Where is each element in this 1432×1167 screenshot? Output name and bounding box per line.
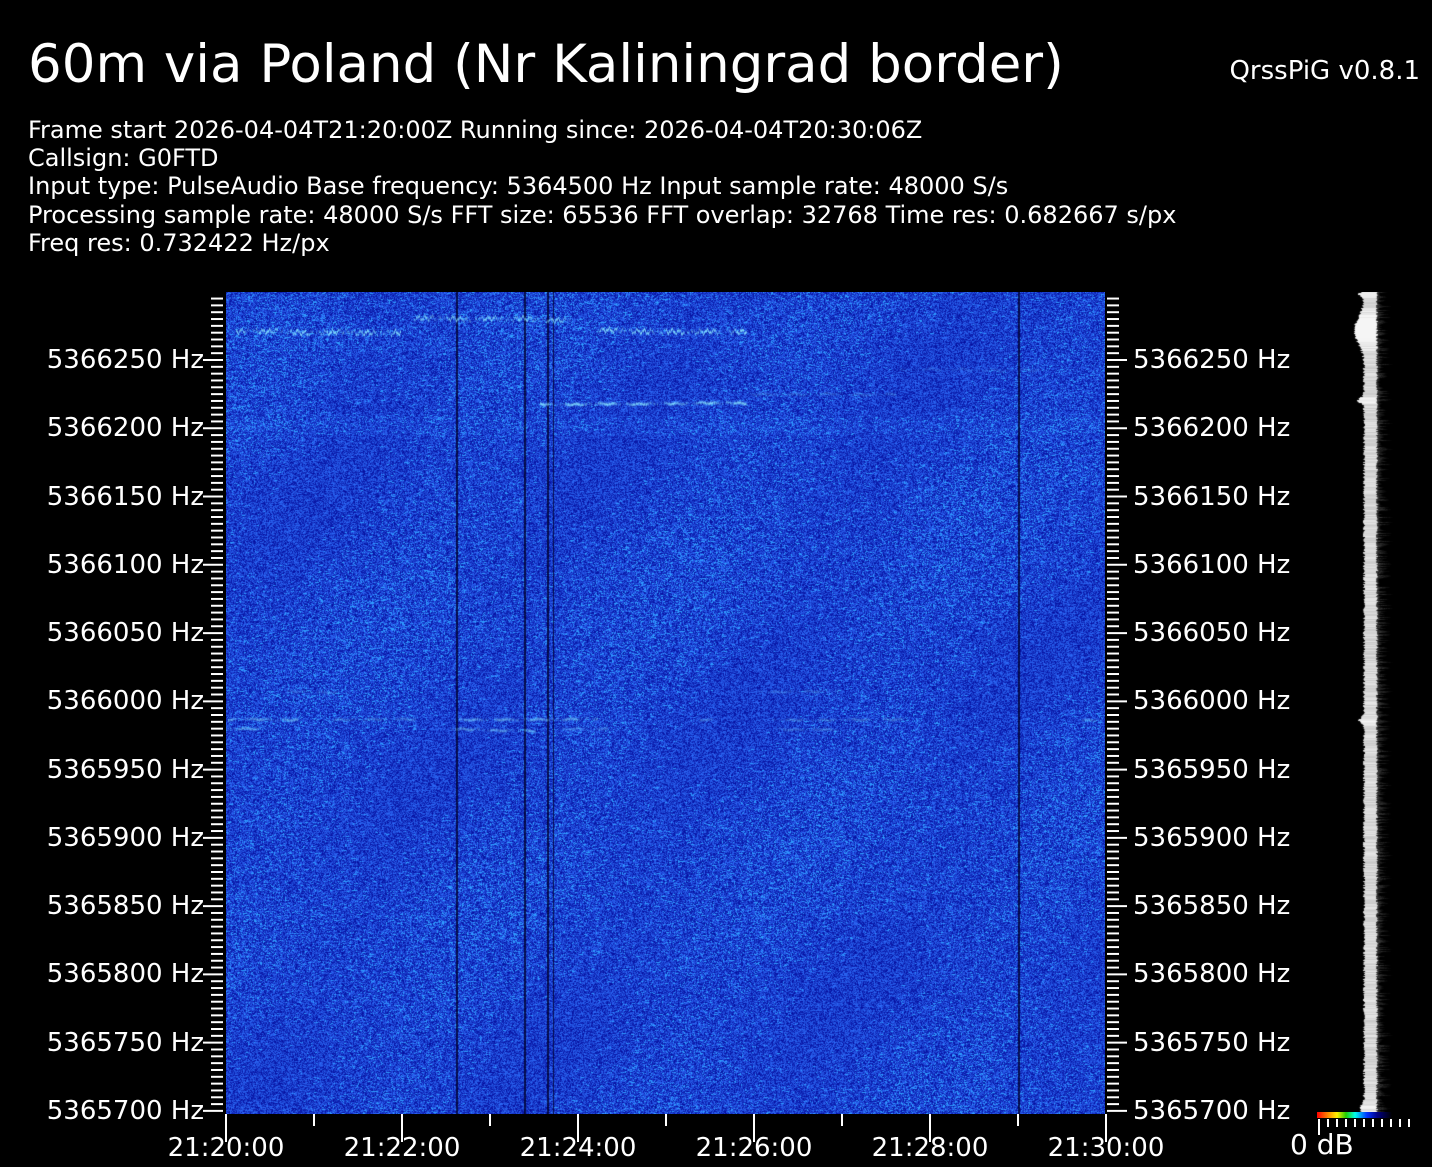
metadata-frame-start: Frame start 2026-04-04T21:20:00Z Running… [28, 116, 923, 144]
time-label: 21:26:00 [695, 1133, 813, 1163]
time-label: 21:20:00 [167, 1133, 285, 1163]
time-label: 21:28:00 [871, 1133, 989, 1163]
freq-label-right: 5365950 Hz [1133, 754, 1291, 785]
freq-label-right: 5365800 Hz [1133, 959, 1291, 990]
freq-label-left: 5366050 Hz [46, 618, 204, 649]
colorbar-zero-label: 0 dB [1290, 1128, 1354, 1161]
metadata-processing: Processing sample rate: 48000 S/s FFT si… [28, 200, 1177, 229]
freq-label-left: 5365850 Hz [46, 891, 204, 922]
colorbar-gradient [1317, 1112, 1417, 1118]
freq-label-right: 5366050 Hz [1133, 618, 1291, 649]
freq-label-left: 5366250 Hz [46, 345, 204, 375]
app-version: QrssPiG v0.8.1 [1229, 56, 1420, 86]
metadata-input: Input type: PulseAudio Base frequency: 5… [28, 172, 1009, 201]
freq-label-left: 5366150 Hz [46, 481, 204, 512]
freq-label-right: 5366150 Hz [1133, 481, 1291, 512]
freq-label-left: 5366000 Hz [46, 686, 204, 717]
freq-label-left: 5365900 Hz [46, 822, 204, 853]
freq-label-right: 5366250 Hz [1133, 345, 1291, 375]
freq-label-right: 5366200 Hz [1133, 413, 1291, 444]
freq-label-left: 5365950 Hz [46, 754, 204, 785]
freq-label-right: 5366100 Hz [1133, 549, 1291, 580]
freq-label-left: 5365800 Hz [46, 959, 204, 990]
metadata-block: Frame start 2026-04-04T21:20:00Z Running… [28, 116, 1176, 257]
freq-label-left: 5365700 Hz [46, 1095, 204, 1126]
page-title: 60m via Poland (Nr Kaliningrad border) [28, 34, 1064, 95]
freq-label-right: 5366000 Hz [1133, 686, 1291, 717]
time-label: 21:24:00 [519, 1133, 637, 1163]
freq-label-right: 5365850 Hz [1133, 891, 1291, 922]
freq-label-left: 5366100 Hz [46, 549, 204, 580]
metadata-freq-res: Freq res: 0.732422 Hz/px [28, 228, 330, 257]
metadata-callsign: Callsign: G0FTD [28, 144, 219, 173]
spectrogram-canvas [226, 292, 1105, 1114]
freq-label-right: 5365700 Hz [1133, 1095, 1291, 1126]
power-spectrum-panel-canvas [1338, 292, 1408, 1114]
freq-label-right: 5365900 Hz [1133, 822, 1291, 853]
time-label: 21:30:00 [1047, 1133, 1165, 1163]
freq-label-left: 5365750 Hz [46, 1027, 204, 1058]
freq-label-left: 5366200 Hz [46, 413, 204, 444]
freq-label-right: 5365750 Hz [1133, 1027, 1291, 1058]
time-label: 21:22:00 [343, 1133, 461, 1163]
